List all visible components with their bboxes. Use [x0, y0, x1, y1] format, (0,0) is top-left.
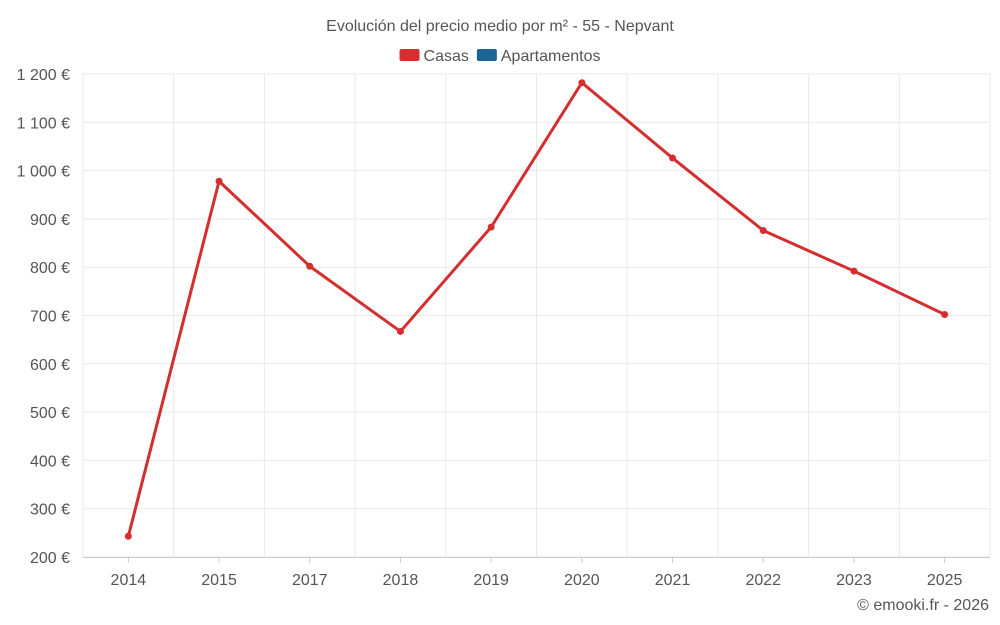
- legend-swatch: [476, 49, 497, 61]
- data-point[interactable]: [124, 532, 132, 540]
- x-tick-label: 2015: [201, 572, 237, 589]
- y-tick-label: 900 €: [30, 212, 70, 229]
- series-line-casas: [126, 81, 946, 537]
- x-tick-label: 2019: [473, 572, 509, 589]
- x-tick-label: 2020: [564, 572, 600, 589]
- legend-swatch: [399, 49, 420, 61]
- x-tick-label: 2025: [927, 572, 963, 589]
- legend-label: Casas: [424, 48, 469, 65]
- x-tick-label: 2014: [111, 572, 147, 589]
- data-point[interactable]: [306, 262, 314, 270]
- legend-label: Apartamentos: [501, 48, 601, 65]
- data-point[interactable]: [578, 79, 586, 87]
- chart-title: Evolución del precio medio por m² - 55 -…: [326, 18, 674, 35]
- credit-text: © emooki.fr - 2026: [857, 597, 989, 614]
- x-tick-label: 2018: [383, 572, 419, 589]
- y-tick-label: 400 €: [30, 453, 70, 470]
- y-tick-label: 200 €: [30, 550, 70, 567]
- legend-item-casas[interactable]: Casas: [399, 48, 469, 65]
- x-tick-label: 2017: [292, 572, 328, 589]
- data-point[interactable]: [669, 154, 677, 162]
- y-tick-label: 1 200 €: [17, 67, 70, 84]
- legend: Casas Apartamentos: [399, 48, 601, 65]
- data-point[interactable]: [850, 267, 858, 275]
- legend-item-apartamentos[interactable]: Apartamentos: [476, 48, 601, 65]
- x-tick-label: 2021: [655, 572, 691, 589]
- x-tick-label: 2022: [745, 572, 781, 589]
- x-axis: 2014 2015 2017 2018 2019 2020 2021 2022 2023 2025: [111, 557, 963, 589]
- y-tick-label: 600 €: [30, 357, 70, 374]
- y-tick-label: 300 €: [30, 502, 70, 519]
- data-point[interactable]: [215, 177, 223, 185]
- data-point[interactable]: [396, 327, 404, 335]
- data-point[interactable]: [941, 311, 949, 319]
- y-tick-label: 1 100 €: [17, 115, 70, 132]
- y-tick-label: 800 €: [30, 260, 70, 277]
- y-tick-label: 500 €: [30, 405, 70, 422]
- y-axis: 200 € 300 € 400 € 500 € 600 € 700 € 800 € 900 €…: [17, 67, 70, 567]
- series-layer: [124, 79, 949, 540]
- y-tick-label: 1 000 €: [17, 164, 70, 181]
- data-point[interactable]: [487, 223, 495, 231]
- x-tick-label: 2023: [836, 572, 872, 589]
- data-point[interactable]: [759, 226, 767, 234]
- y-tick-label: 700 €: [30, 309, 70, 326]
- chart-grid: [82, 73, 991, 558]
